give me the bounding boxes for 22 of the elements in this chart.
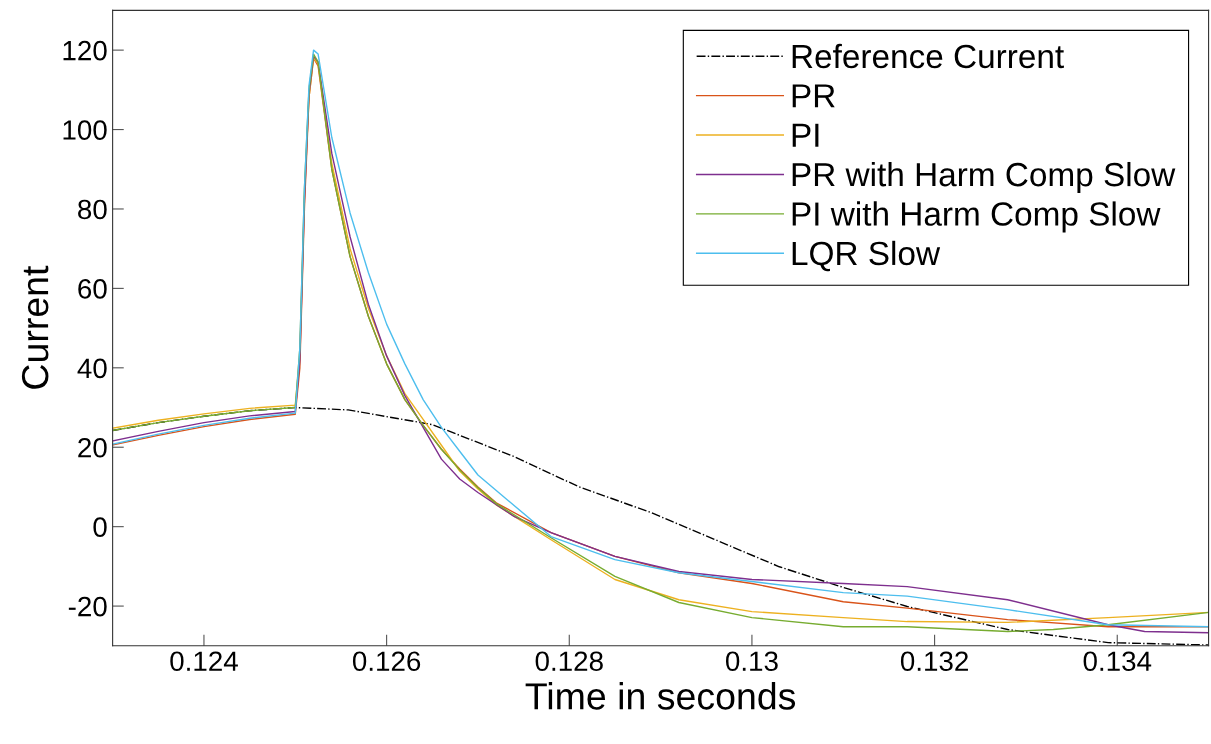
legend-label: PI with Harm Comp Slow [792, 201, 1161, 233]
y-tick-label: -20 [68, 596, 107, 617]
y-tick-label: 60 [78, 279, 107, 299]
legend-label: LQR Slow [792, 240, 941, 272]
x-tick-label: 0.128 [535, 651, 603, 672]
x-tick-label: 0.126 [352, 651, 421, 672]
y-tick-label: 120 [63, 40, 107, 61]
legend-label: PR [792, 84, 835, 108]
y-tick-label: 80 [78, 199, 107, 220]
legend-label: PR with Harm Comp Slow [792, 161, 1176, 194]
x-tick-label: 0.13 [725, 651, 778, 672]
legend-label: PI [792, 123, 819, 147]
legend-label: Reference Current [792, 43, 1064, 69]
x-tick-label: 0.124 [170, 651, 238, 672]
x-tick-label: 0.132 [900, 651, 968, 672]
y-axis-title: Current [21, 265, 49, 389]
y-tick-label: 100 [63, 120, 107, 140]
x-tick-label: 0.134 [1083, 651, 1152, 672]
x-axis-title: Time in seconds [525, 682, 796, 710]
y-tick-label: 0 [93, 517, 107, 537]
y-tick-label: 20 [78, 437, 107, 458]
y-tick-label: 40 [77, 358, 107, 379]
